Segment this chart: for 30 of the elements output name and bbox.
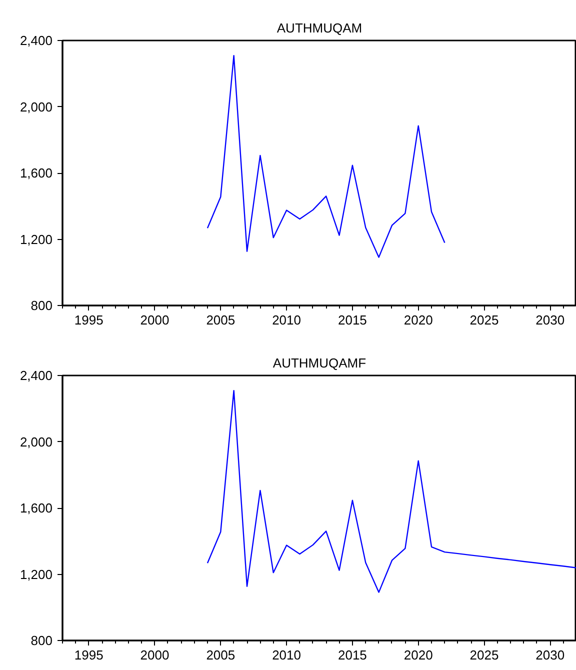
- x-tick-label: 2005: [206, 648, 236, 662]
- y-tick-label: 2,400: [20, 33, 53, 48]
- y-tick-label: 1,600: [20, 166, 53, 180]
- x-tick-label: 2010: [272, 312, 302, 328]
- x-tick-label: 2030: [536, 312, 565, 328]
- x-tick-label: 2000: [140, 312, 170, 328]
- line-series: [206, 390, 576, 593]
- x-tick-label: 1995: [74, 648, 104, 662]
- x-tick-label: 2015: [338, 312, 367, 328]
- x-tick-label: 2000: [140, 648, 170, 662]
- chart-title: AUTHMUQAM: [276, 20, 362, 36]
- y-tick-label: 1,200: [20, 566, 53, 582]
- y-tick-label: 2,000: [20, 434, 53, 450]
- x-tick-label: 2020: [404, 648, 433, 662]
- x-tick-label: 2025: [470, 312, 499, 328]
- y-tick-label: 2,000: [20, 99, 53, 114]
- x-tick-label: 2015: [338, 648, 367, 662]
- y-tick-label: 800: [30, 298, 53, 313]
- x-tick-label: 1995: [74, 312, 104, 328]
- x-tick-label: 2025: [470, 648, 499, 662]
- x-tick-label: 2010: [272, 648, 302, 662]
- y-tick-label: 1,200: [20, 232, 53, 247]
- y-tick-label: 2,400: [20, 368, 53, 383]
- x-tick-label: 2030: [536, 648, 565, 662]
- chart-title: AUTHMUQAMF: [272, 356, 366, 370]
- y-tick-label: 800: [30, 633, 53, 648]
- line-series: [206, 54, 446, 258]
- y-tick-label: 1,600: [20, 500, 53, 516]
- x-tick-label: 2005: [206, 312, 236, 328]
- x-tick-label: 2020: [404, 312, 433, 328]
